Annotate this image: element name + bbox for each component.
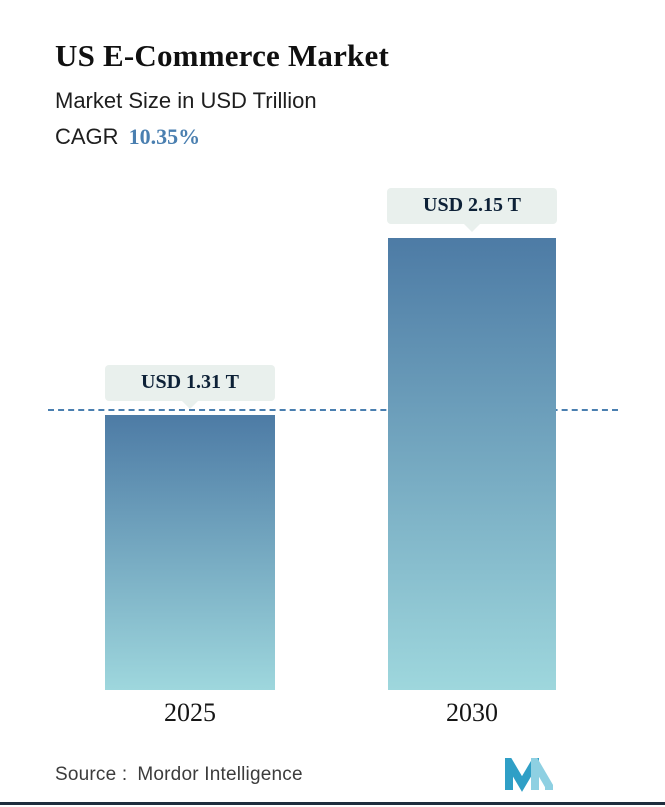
value-label-2030-text: USD 2.15 T: [423, 194, 521, 216]
source-value: Mordor Intelligence: [137, 764, 303, 785]
bottom-border: [0, 802, 665, 805]
value-label-2025: USD 1.31 T: [105, 365, 275, 409]
x-axis-label-2030: 2030: [446, 698, 498, 727]
source-line: Source : Mordor Intelligence: [55, 764, 303, 786]
chart-title: US E-Commerce Market: [55, 38, 389, 73]
x-axis-label-2025: 2025: [164, 698, 216, 727]
cagr-label: CAGR: [55, 123, 119, 149]
bar-chart: USD 1.31 T USD 2.15 T: [0, 180, 665, 690]
chart-header: US E-Commerce Market Market Size in USD …: [55, 38, 625, 150]
label-pointer-icon: [464, 224, 480, 232]
chart-footer: Source : Mordor Intelligence: [0, 747, 665, 800]
mordor-intelligence-logo-icon: [505, 747, 555, 797]
label-pointer-icon: [182, 401, 198, 409]
source-label: Source :: [55, 764, 128, 785]
bar-2025: [105, 415, 275, 690]
cagr-value: 10.35%: [128, 123, 201, 149]
chart-subtitle: Market Size in USD Trillion: [55, 87, 317, 113]
x-axis: 2025 2030: [0, 698, 665, 738]
value-label-2025-text: USD 1.31 T: [141, 371, 239, 393]
value-label-2030: USD 2.15 T: [387, 188, 557, 232]
reference-line: [48, 409, 618, 411]
bar-2030: [388, 238, 556, 690]
cagr-row: CAGR 10.35%: [55, 124, 625, 150]
